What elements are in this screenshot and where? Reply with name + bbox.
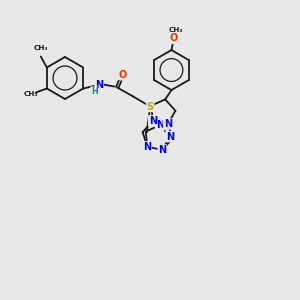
Text: N: N — [156, 120, 164, 130]
Text: N: N — [149, 116, 157, 126]
Text: N: N — [164, 119, 172, 129]
Text: N: N — [158, 145, 166, 155]
Text: N: N — [95, 80, 103, 89]
Text: O: O — [118, 70, 126, 80]
Text: H: H — [91, 87, 98, 96]
Text: N: N — [143, 142, 152, 152]
Text: CH₃: CH₃ — [34, 46, 48, 52]
Text: N: N — [166, 132, 174, 142]
Text: N: N — [149, 116, 157, 126]
Text: CH₃: CH₃ — [24, 91, 38, 97]
Text: O: O — [170, 33, 178, 43]
Text: CH₃: CH₃ — [169, 26, 183, 32]
Text: S: S — [147, 101, 154, 112]
